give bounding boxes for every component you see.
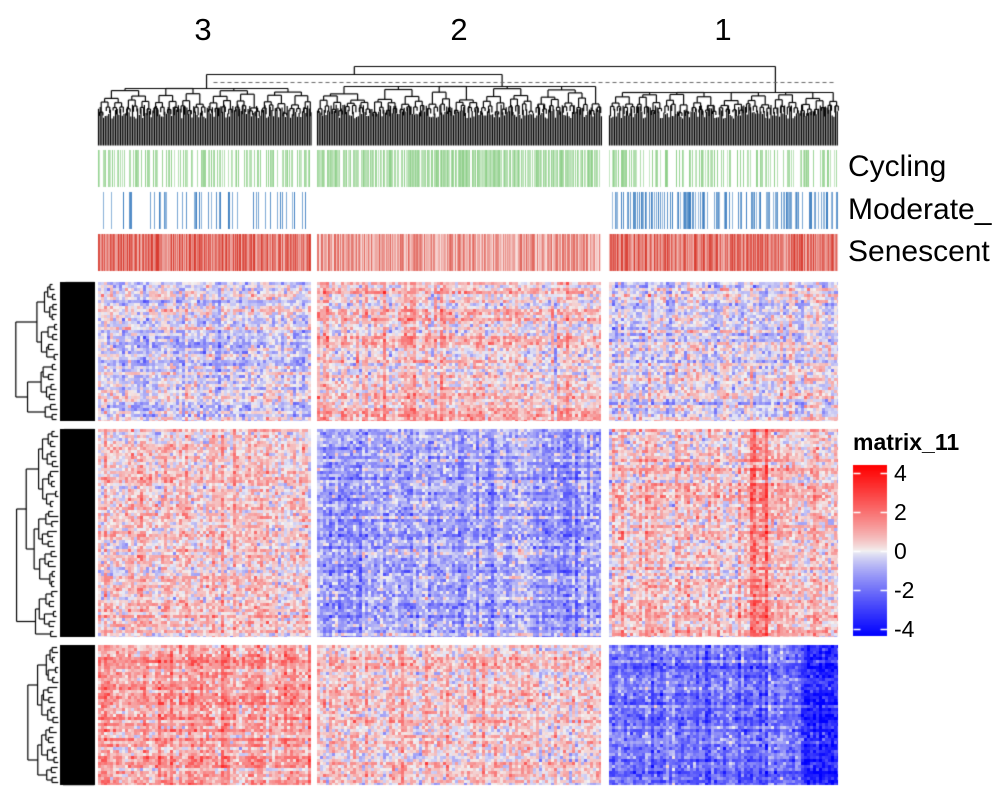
- legend-tick-2: 2: [894, 499, 907, 525]
- annotation-label-cycling: Cycling: [848, 150, 947, 183]
- legend-tick-minus4: -4: [894, 616, 915, 642]
- legend-tick-minus2: -2: [894, 577, 915, 603]
- annotation-label-moderate: Moderate_: [848, 193, 992, 226]
- column-title-1: 1: [714, 12, 732, 47]
- column-title-3: 3: [194, 12, 212, 47]
- legend-title: matrix_11: [853, 429, 960, 455]
- annotation-label-senescent: Senescent: [848, 235, 990, 268]
- column-title-2: 2: [450, 12, 468, 47]
- legend-tick-4: 4: [894, 460, 907, 486]
- legend-tick-0: 0: [894, 538, 907, 564]
